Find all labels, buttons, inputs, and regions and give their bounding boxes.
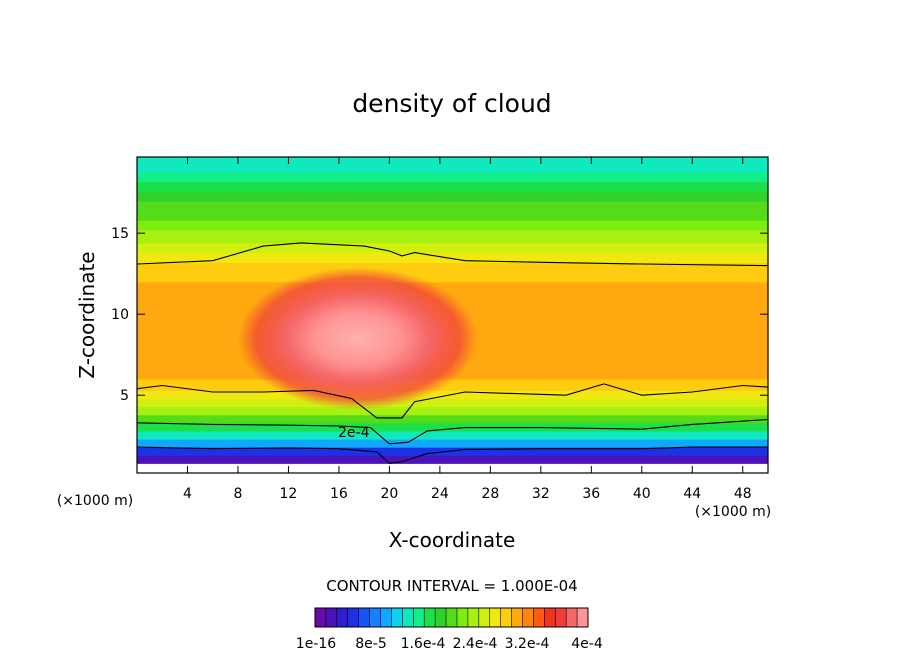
- colorbar-swatch: [336, 608, 349, 627]
- colorbar-swatch: [315, 608, 327, 627]
- contour-interval: CONTOUR INTERVAL = 1.000E-04: [326, 577, 577, 595]
- colorbar-swatch: [358, 608, 370, 627]
- colorbar-swatch: [446, 608, 458, 627]
- colorbar-swatch: [391, 608, 403, 627]
- colorbar-label: 1e-16: [296, 636, 336, 652]
- x-tick-label: 32: [532, 486, 550, 502]
- colorbar-swatch: [533, 608, 545, 627]
- y-tick-label: 15: [111, 226, 129, 242]
- colorbar-swatch: [511, 608, 523, 627]
- density-band: [137, 406, 768, 416]
- x-tick-label: 48: [734, 486, 752, 502]
- colorbar-swatch: [467, 608, 480, 627]
- density-band: [137, 430, 768, 440]
- colorbar-swatch: [369, 608, 381, 627]
- y-axis: 5 10 15: [111, 226, 768, 404]
- density-band: [137, 252, 768, 263]
- density-band: [137, 220, 768, 231]
- contour-lines: [137, 242, 768, 464]
- colorbar-swatch: [500, 608, 512, 627]
- density-band: [137, 181, 768, 192]
- colorbar-labels: 1e-16 8e-5 1.6e-4 2.4e-4 3.2e-4 4e-4: [296, 636, 603, 652]
- x-axis: 4 8 12 16 20 24 28 32 36 40 44 48: [183, 157, 752, 502]
- colorbar-swatch: [522, 608, 534, 627]
- contour-line: [137, 242, 768, 267]
- density-band: [137, 200, 768, 212]
- density-band: [137, 157, 768, 163]
- density-band: [137, 379, 768, 391]
- colorbar-swatch: [347, 608, 359, 627]
- y-tick-label: 5: [120, 388, 129, 404]
- density-band: [137, 210, 768, 221]
- x-tick-label: 4: [183, 486, 192, 502]
- x-tick-label: 12: [280, 486, 298, 502]
- colorbar-swatch: [424, 608, 436, 627]
- density-band: [137, 422, 768, 432]
- colorbar-label: 3.2e-4: [505, 636, 550, 652]
- colorbar-swatch: [478, 608, 491, 627]
- colorbar-frame: [314, 607, 589, 628]
- contour-line: [137, 418, 768, 445]
- density-band: [137, 191, 768, 202]
- x-tick-label: 36: [582, 486, 600, 502]
- x-axis-label: X-coordinate: [389, 528, 516, 552]
- colorbar-swatch: [402, 608, 414, 627]
- colorbar-swatch: [435, 608, 447, 627]
- density-band: [137, 455, 768, 464]
- colorbar-swatch: [413, 608, 425, 627]
- density-core-max: [237, 267, 478, 410]
- density-band: [137, 447, 768, 456]
- x-tick-label: 40: [633, 486, 651, 502]
- colorbar-label: 1.6e-4: [401, 636, 446, 652]
- density-band: [137, 463, 768, 473]
- y-tick-label: 10: [111, 307, 129, 323]
- colorbar-swatch: [544, 608, 556, 627]
- contour-line: [137, 446, 768, 464]
- density-band: [137, 398, 768, 408]
- colorbar-swatch: [566, 608, 578, 627]
- x-tick-label: 16: [330, 486, 348, 502]
- x-tick-label: 20: [380, 486, 398, 502]
- density-band: [137, 262, 768, 273]
- colorbar-label: 4e-4: [571, 636, 603, 652]
- colorbar-label: 2.4e-4: [453, 636, 498, 652]
- contour-line-label: 2e-4: [338, 425, 370, 441]
- plot-area: [137, 157, 768, 473]
- colorbar-swatch: [489, 608, 501, 627]
- density-band: [137, 242, 768, 254]
- x-unit-left: (×1000 m): [57, 493, 133, 509]
- chart-title: density of cloud: [352, 89, 551, 118]
- colorbar-swatch: [325, 608, 338, 627]
- y-axis-label: Z-coordinate: [75, 251, 99, 378]
- contour-line: [137, 383, 768, 419]
- density-band: [137, 438, 768, 448]
- colorbar-swatch: [456, 608, 469, 627]
- colorbar-swatch: [380, 608, 392, 627]
- colorbar-swatch: [577, 608, 589, 627]
- colorbar-label: 8e-5: [355, 636, 386, 652]
- density-band: [137, 171, 768, 182]
- x-tick-label: 8: [233, 486, 242, 502]
- colorbar: [314, 607, 589, 628]
- density-band: [137, 161, 768, 173]
- x-tick-label: 24: [431, 486, 449, 502]
- x-tick-label: 44: [683, 486, 701, 502]
- colorbar-swatch: [555, 608, 567, 627]
- density-band: [137, 414, 768, 424]
- x-unit-right: (×1000 m): [695, 504, 771, 520]
- density-band: [137, 272, 768, 283]
- density-band: [137, 229, 768, 244]
- plot-frame: [136, 156, 769, 474]
- x-tick-label: 28: [481, 486, 499, 502]
- density-core: [237, 267, 478, 410]
